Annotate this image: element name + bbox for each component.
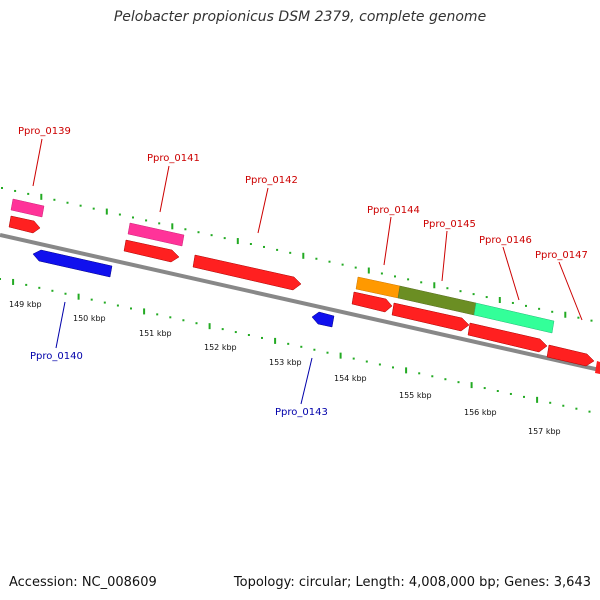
- cds-forward-0146[interactable]: [467, 322, 548, 353]
- tick-label: 154 kbp: [334, 374, 367, 383]
- gene-label-ppro-0141[interactable]: Ppro_0141: [147, 153, 200, 164]
- genome-backbone: [0, 233, 600, 372]
- tick-label: 153 kbp: [269, 358, 302, 367]
- gene-label-ppro-0147[interactable]: Ppro_0147: [535, 250, 588, 261]
- cds-forward-edge[interactable]: [595, 361, 600, 374]
- cds-forward-0147[interactable]: [546, 344, 595, 367]
- accession-text: Accession: NC_008609: [9, 575, 157, 590]
- tick-label: 150 kbp: [73, 314, 106, 323]
- cds-reverse-0140[interactable]: [32, 249, 113, 278]
- cds-forward-0142[interactable]: [192, 254, 302, 291]
- gene-labels: Ppro_0139 Ppro_0140 Ppro_0141 Ppro_0142 …: [18, 126, 588, 418]
- position-labels: 149 kbp 150 kbp 151 kbp 152 kbp 153 kbp …: [9, 300, 561, 436]
- gene-label-ppro-0145[interactable]: Ppro_0145: [423, 219, 476, 230]
- gene-label-ppro-0140[interactable]: Ppro_0140: [30, 351, 83, 362]
- cds-forward-0145[interactable]: [391, 302, 470, 332]
- aqua-feature-0146[interactable]: [473, 302, 555, 334]
- cds-forward-0139[interactable]: [8, 215, 41, 234]
- outer-tick-row: [1, 187, 593, 322]
- genome-summary-text: Topology: circular; Length: 4,008,000 bp…: [233, 575, 591, 590]
- tick-label: 149 kbp: [9, 300, 42, 309]
- map-title: Pelobacter propionicus DSM 2379, complet…: [113, 9, 487, 25]
- tick-label: 156 kbp: [464, 408, 497, 417]
- label-leaders: [32, 138, 583, 405]
- gene-label-ppro-0146[interactable]: Ppro_0146: [479, 235, 532, 246]
- tick-label: 152 kbp: [204, 343, 237, 352]
- tick-label: 155 kbp: [399, 391, 432, 400]
- feature-track: [8, 198, 600, 374]
- tick-label: 157 kbp: [528, 427, 561, 436]
- cds-reverse-0143[interactable]: [311, 311, 335, 328]
- gene-label-ppro-0139[interactable]: Ppro_0139: [18, 126, 71, 137]
- gene-label-ppro-0144[interactable]: Ppro_0144: [367, 205, 420, 216]
- inner-tick-row: [0, 278, 591, 413]
- cds-forward-0141[interactable]: [123, 239, 180, 263]
- gene-label-ppro-0142[interactable]: Ppro_0142: [245, 175, 298, 186]
- pink-feature-0139[interactable]: [10, 198, 45, 218]
- tick-label: 151 kbp: [139, 329, 172, 338]
- gene-label-ppro-0143[interactable]: Ppro_0143: [275, 407, 328, 418]
- cds-forward-0144[interactable]: [351, 291, 393, 313]
- pink-feature-0141[interactable]: [127, 222, 185, 247]
